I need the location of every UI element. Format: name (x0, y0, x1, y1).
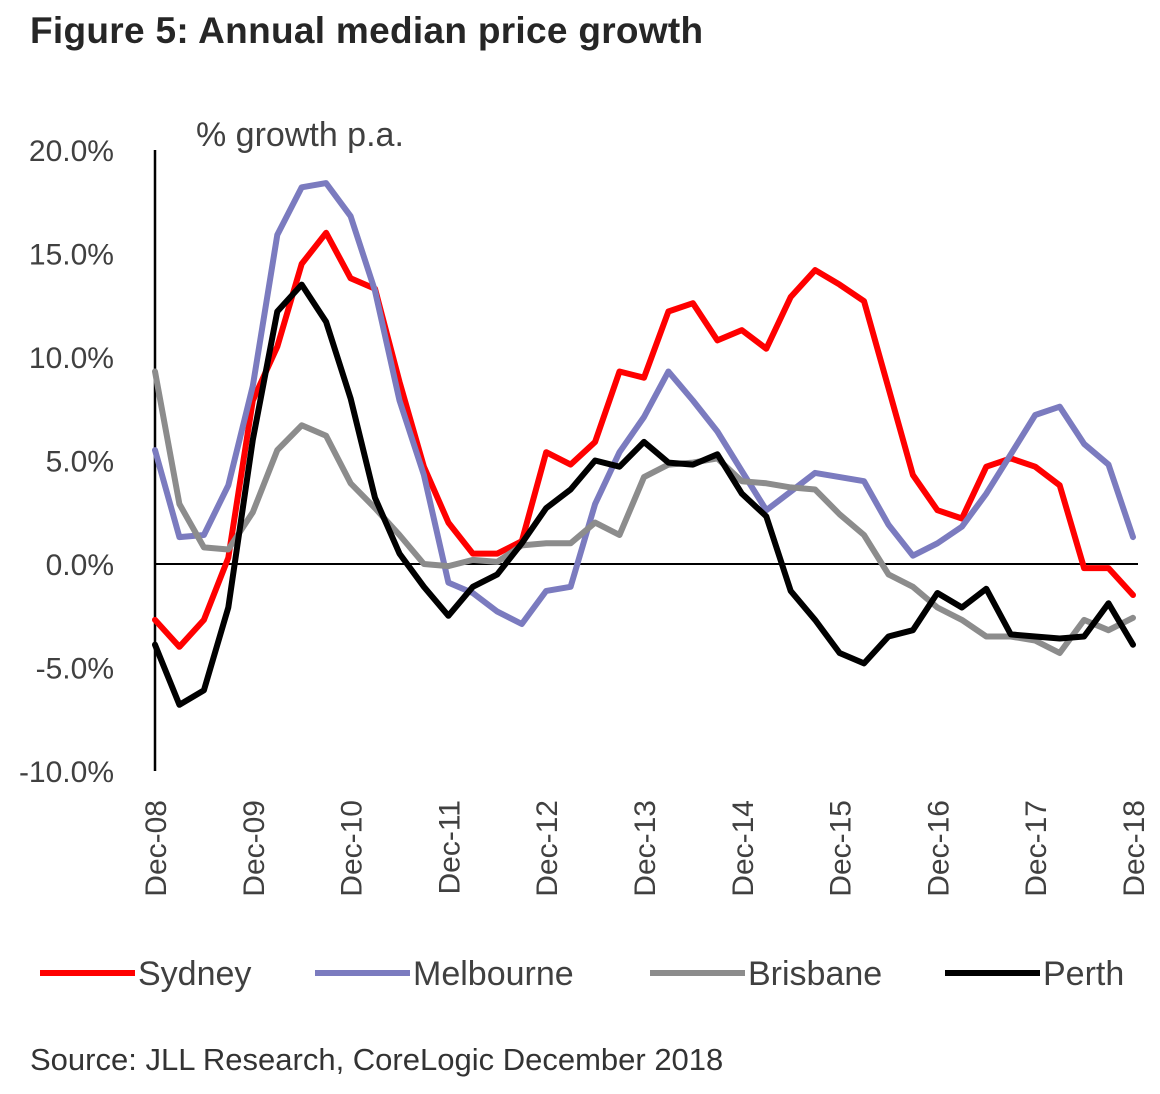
legend-label-melbourne: Melbourne (413, 955, 574, 993)
series-line-melbourne (152, 180, 1136, 627)
legend-label-brisbane: Brisbane (748, 955, 882, 993)
x-tick-label: Dec-11 (433, 800, 466, 894)
y-tick-label: 5.0% (46, 446, 114, 479)
source-note: Source: JLL Research, CoreLogic December… (30, 1042, 724, 1077)
chart-title: Figure 5: Annual median price growth (30, 10, 704, 51)
legend-label-perth: Perth (1043, 955, 1124, 993)
x-tick-label: Dec-16 (922, 800, 955, 897)
y-tick-label: -10.0% (19, 756, 114, 789)
x-tick-label: Dec-08 (140, 800, 173, 897)
x-tick-label: Dec-10 (336, 800, 369, 897)
legend-label-sydney: Sydney (138, 955, 251, 993)
x-tick-label: Dec-14 (727, 800, 760, 897)
series-line-sydney (152, 229, 1136, 650)
y-tick-label: 0.0% (46, 549, 114, 582)
x-tick-label: Dec-15 (825, 800, 858, 897)
x-tick-label: Dec-12 (531, 800, 564, 897)
x-tick-label: Dec-13 (629, 800, 662, 897)
x-tick-label: Dec-18 (1118, 800, 1151, 897)
series-line-brisbane (152, 368, 1136, 656)
y-tick-label: 10.0% (29, 342, 114, 375)
y-tick-label: 15.0% (29, 239, 114, 272)
x-tick-label: Dec-17 (1020, 800, 1053, 897)
y-tick-label: -5.0% (36, 653, 114, 686)
x-tick-label: Dec-09 (238, 800, 271, 897)
y-axis-label: % growth p.a. (196, 116, 404, 154)
y-tick-label: 20.0% (29, 135, 114, 168)
series-line-perth (152, 281, 1136, 708)
